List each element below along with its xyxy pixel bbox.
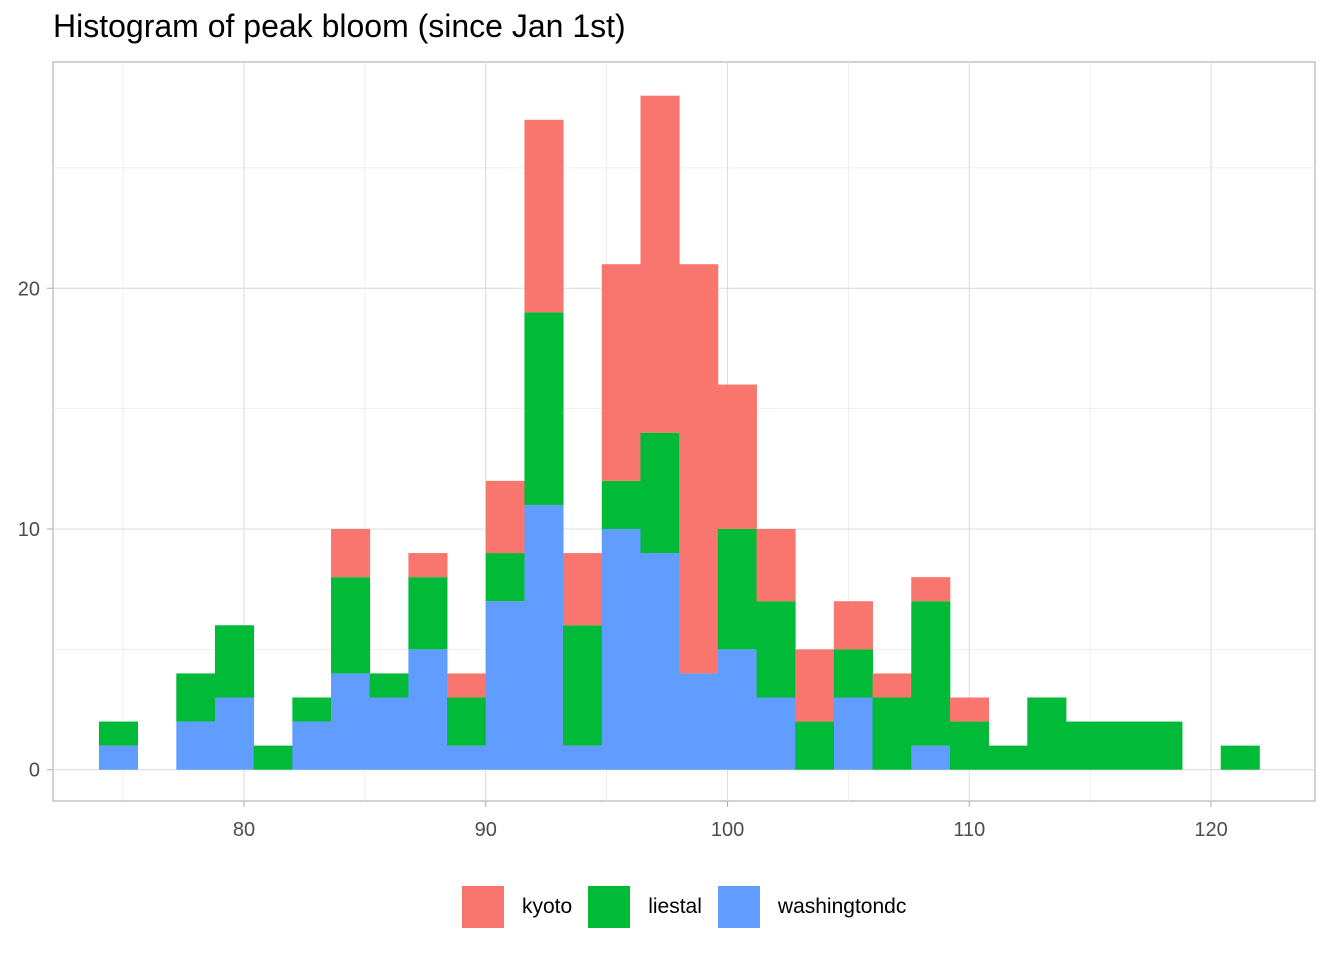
bar-washingtondc bbox=[756, 697, 796, 770]
bar-liestal bbox=[949, 721, 990, 770]
bar-washingtondc bbox=[369, 697, 409, 770]
bar-liestal bbox=[1027, 697, 1067, 770]
axis-labels: 80 90 100 110 120 0 10 20 bbox=[18, 278, 1228, 841]
bar-kyoto bbox=[563, 553, 603, 626]
bar-washingtondc bbox=[485, 601, 525, 770]
bar-liestal bbox=[601, 480, 641, 529]
legend-label: kyoto bbox=[522, 895, 573, 918]
legend-swatch bbox=[588, 886, 631, 928]
y-tick-label: 10 bbox=[18, 519, 40, 541]
bar-liestal bbox=[756, 601, 796, 698]
bar-liestal bbox=[872, 697, 912, 770]
bar-washingtondc bbox=[833, 697, 873, 770]
histogram-bars bbox=[98, 95, 1260, 770]
bar-washingtondc bbox=[563, 745, 603, 770]
legend-swatch bbox=[717, 886, 760, 928]
bar-liestal bbox=[485, 553, 525, 602]
x-tick-label: 110 bbox=[953, 819, 985, 841]
bar-washingtondc bbox=[176, 721, 216, 770]
bar-washingtondc bbox=[408, 649, 448, 770]
bar-liestal bbox=[98, 721, 139, 746]
bar-kyoto bbox=[795, 649, 835, 722]
bar-liestal bbox=[1104, 721, 1144, 770]
bar-liestal bbox=[447, 697, 487, 746]
bar-liestal bbox=[1220, 745, 1260, 770]
bar-liestal bbox=[640, 432, 680, 554]
legend-swatch bbox=[462, 886, 504, 928]
bar-kyoto bbox=[679, 264, 719, 674]
bar-kyoto bbox=[756, 528, 796, 602]
bar-kyoto bbox=[447, 673, 487, 698]
bar-washingtondc bbox=[98, 745, 139, 770]
x-tick-label: 90 bbox=[475, 819, 497, 841]
bar-liestal bbox=[833, 649, 873, 698]
y-tick-label: 20 bbox=[18, 278, 40, 300]
bar-liestal bbox=[408, 577, 448, 650]
bar-liestal bbox=[988, 745, 1028, 770]
bar-kyoto bbox=[872, 673, 912, 698]
bar-washingtondc bbox=[679, 673, 719, 770]
bar-kyoto bbox=[601, 264, 641, 481]
bar-liestal bbox=[795, 721, 835, 770]
bar-liestal bbox=[292, 697, 332, 722]
bar-kyoto bbox=[408, 553, 448, 578]
bar-kyoto bbox=[833, 601, 873, 650]
bar-liestal bbox=[1065, 721, 1106, 770]
bar-liestal bbox=[369, 673, 409, 698]
x-tick-label: 80 bbox=[233, 819, 255, 841]
bar-liestal bbox=[563, 625, 603, 746]
bar-liestal bbox=[331, 577, 371, 674]
bar-washingtondc bbox=[717, 649, 757, 770]
bar-liestal bbox=[717, 528, 757, 650]
bar-kyoto bbox=[524, 119, 564, 313]
bar-washingtondc bbox=[911, 745, 951, 770]
legend-label: liestal bbox=[648, 895, 702, 918]
bar-kyoto bbox=[911, 577, 951, 602]
bar-liestal bbox=[253, 745, 293, 770]
bar-washingtondc bbox=[447, 745, 487, 770]
bar-washingtondc bbox=[214, 697, 255, 770]
bar-washingtondc bbox=[292, 721, 332, 770]
bar-kyoto bbox=[640, 95, 680, 433]
bar-kyoto bbox=[331, 528, 371, 578]
legend-item-kyoto: kyoto bbox=[462, 886, 572, 928]
bar-liestal bbox=[1143, 721, 1183, 770]
bar-liestal bbox=[524, 312, 564, 505]
bar-kyoto bbox=[717, 384, 757, 529]
bar-washingtondc bbox=[640, 553, 680, 770]
bar-liestal bbox=[911, 601, 951, 746]
legend: kyoto liestal washingtondc bbox=[462, 885, 922, 929]
chart-title: Histogram of peak bloom (since Jan 1st) bbox=[53, 8, 626, 44]
bar-washingtondc bbox=[331, 673, 371, 770]
legend-item-liestal: liestal bbox=[588, 886, 702, 928]
x-tick-label: 100 bbox=[711, 819, 744, 841]
legend-item-washingtondc: washingtondc bbox=[717, 886, 907, 928]
bar-washingtondc bbox=[524, 504, 564, 770]
bar-liestal bbox=[214, 625, 255, 698]
x-tick-label: 120 bbox=[1194, 819, 1227, 841]
bar-liestal bbox=[176, 673, 216, 722]
y-tick-label: 0 bbox=[29, 760, 40, 782]
bar-kyoto bbox=[485, 480, 525, 554]
bar-washingtondc bbox=[601, 528, 641, 770]
bar-kyoto bbox=[949, 697, 990, 722]
legend-label: washingtondc bbox=[777, 895, 907, 918]
